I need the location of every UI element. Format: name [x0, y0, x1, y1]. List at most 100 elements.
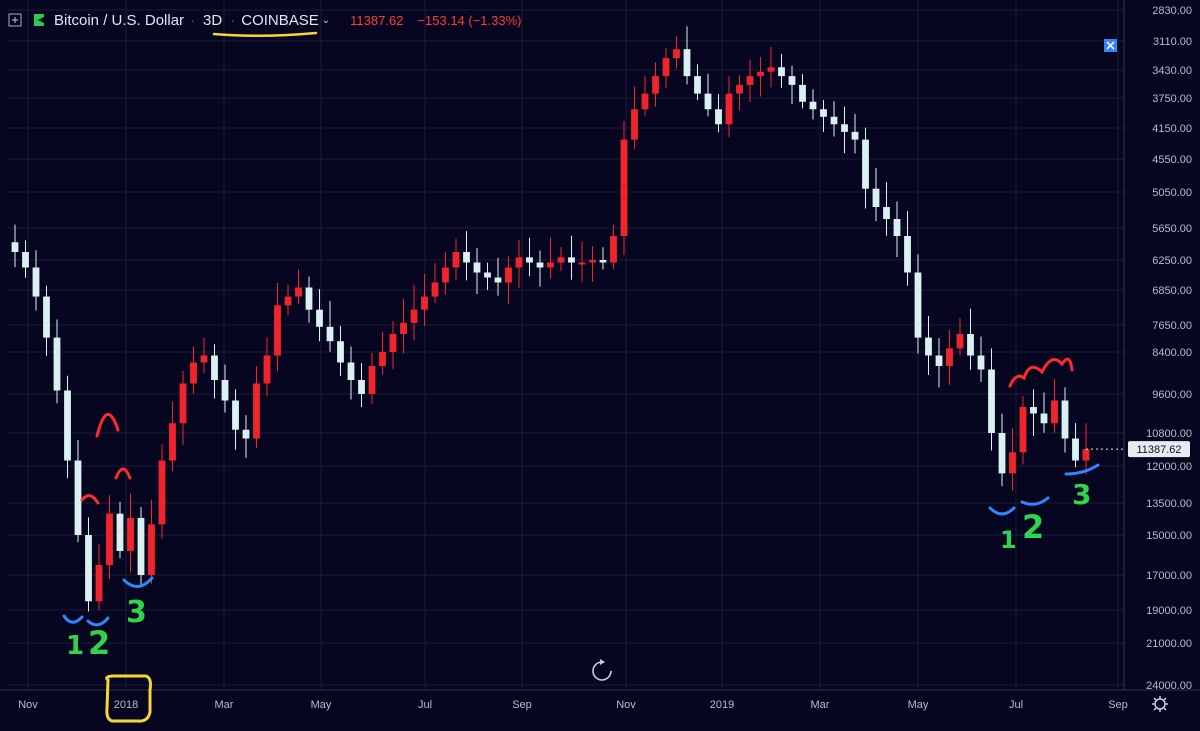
- time-axis[interactable]: Nov 2018 Mar May Jul Sep Nov 2019 Mar May Jul Sep: [0, 689, 1200, 711]
- blue-mark-2: [86, 616, 110, 627]
- candle-body: [610, 236, 617, 263]
- blue-mark-r3: [1064, 463, 1100, 476]
- annotation-right-1: 1: [1000, 526, 1017, 554]
- price-tick-label: 13500.00: [1146, 498, 1192, 510]
- candle-body: [1019, 407, 1027, 453]
- symbol-name[interactable]: Bitcoin / U.S. Dollar: [54, 11, 185, 29]
- settings-gear-icon[interactable]: [1152, 696, 1168, 712]
- candle-body: [904, 236, 911, 273]
- chevron-down-icon[interactable]: ⌄: [321, 14, 331, 26]
- candle-body: [694, 76, 701, 94]
- time-tick-label: 2019: [710, 699, 734, 711]
- red-mark-3: [114, 467, 132, 480]
- candle-body: [127, 517, 134, 551]
- candle-body: [1009, 452, 1016, 474]
- candle-body: [494, 277, 502, 283]
- candle-body: [946, 348, 953, 366]
- price-tick-label: 5050.00: [1152, 187, 1192, 199]
- price-tick-label: 5650.00: [1152, 223, 1192, 235]
- price-tick-label: 3430.00: [1152, 65, 1192, 77]
- candle-body: [830, 116, 838, 125]
- last-price: 11387.62: [350, 12, 404, 28]
- candle-body: [263, 355, 271, 384]
- price-tick-label: 2830.00: [1152, 5, 1192, 17]
- candle-body: [200, 355, 208, 363]
- last-price-tag: 11387.62: [1128, 441, 1190, 458]
- time-tick-label: Sep: [1108, 699, 1128, 711]
- candle-body: [736, 84, 743, 94]
- last-price-label: 11387.62: [1136, 444, 1181, 456]
- time-tick-label: May: [908, 699, 929, 711]
- candle-body: [505, 267, 512, 283]
- candle-body: [977, 355, 985, 370]
- candle-body: [788, 76, 796, 85]
- red-mark-2: [95, 413, 120, 438]
- candle-body: [841, 124, 848, 132]
- candle-body: [179, 383, 187, 424]
- candle-body: [85, 535, 92, 602]
- candle-body: [557, 257, 565, 263]
- price-tick-label: 3750.00: [1152, 93, 1192, 105]
- coinbase-logo-icon: [30, 11, 48, 29]
- candle-body: [452, 252, 460, 268]
- price-axis[interactable]: 2830.00 3110.00 3430.00 3750.00 4150.00 4550.…: [1123, 0, 1192, 692]
- candle-body: [809, 101, 817, 110]
- candle-body: [893, 219, 901, 236]
- candle-body: [631, 109, 638, 140]
- price-tick-label: 21000.00: [1146, 638, 1192, 650]
- price-tick-label: 15000.00: [1146, 530, 1192, 542]
- price-tick-label: 3110.00: [1153, 36, 1192, 48]
- candle-body: [169, 423, 176, 461]
- candle-body: [190, 362, 197, 384]
- candles: [11, 26, 1124, 612]
- candle-body: [32, 267, 40, 297]
- expand-icon[interactable]: [6, 11, 24, 29]
- candle-body: [1082, 449, 1090, 461]
- candle-body: [925, 337, 932, 356]
- candle-body: [158, 460, 166, 525]
- candle-body: [316, 309, 323, 327]
- time-tick-label: Mar: [811, 699, 830, 711]
- candle-body: [851, 131, 859, 140]
- candle-body: [767, 67, 775, 72]
- candle-body: [515, 257, 523, 268]
- candle-body: [1051, 400, 1058, 424]
- candle-body: [1072, 438, 1079, 461]
- candle-body: [547, 262, 554, 268]
- candle-body: [652, 76, 659, 94]
- candle-body: [232, 400, 239, 430]
- timeframe[interactable]: 3D: [203, 11, 223, 29]
- annotation-right-2: 2: [1022, 508, 1044, 546]
- candle-body: [379, 352, 386, 366]
- price-tick-label: 24000.00: [1146, 680, 1192, 692]
- candle-body: [148, 524, 155, 575]
- candle-body: [578, 262, 586, 265]
- blue-mark-r1: [988, 506, 1016, 516]
- compare-toggle-icon[interactable]: [1104, 39, 1117, 52]
- candle-body: [116, 513, 124, 551]
- candle-body: [137, 517, 145, 575]
- candle-body: [526, 257, 533, 263]
- annotation-numbers-right: 1 2 3: [1000, 478, 1091, 554]
- candle-body: [400, 322, 407, 334]
- candle-body: [95, 565, 103, 602]
- time-tick-label: Nov: [616, 699, 636, 711]
- time-tick-label: Mar: [215, 699, 234, 711]
- blue-mark-3: [122, 576, 154, 588]
- annotations-left: [62, 31, 318, 723]
- replay-icon[interactable]: [592, 659, 612, 681]
- candle-body: [368, 366, 376, 394]
- candle-body: [64, 390, 71, 461]
- price-tick-label: 12000.00: [1146, 461, 1192, 473]
- candle-body: [1030, 407, 1037, 414]
- price-tick-label: 4150.00: [1152, 123, 1192, 135]
- candle-body: [746, 76, 754, 85]
- candle-body: [715, 109, 722, 125]
- candle-body: [74, 460, 82, 535]
- candle-body: [641, 93, 649, 110]
- chart-header: Bitcoin / U.S. Dollar · 3D · COINBASE ⌄ …: [6, 6, 522, 34]
- exchange-name[interactable]: COINBASE: [241, 11, 319, 29]
- candle-body: [347, 362, 355, 380]
- candle-body: [410, 309, 418, 323]
